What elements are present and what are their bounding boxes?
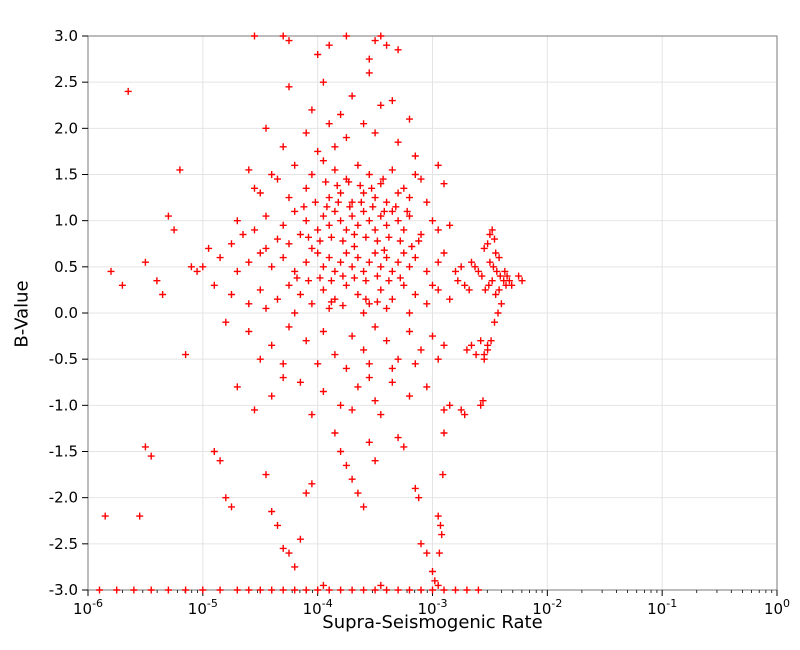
svg-text:10-6: 10-6	[73, 597, 103, 618]
x-axis-title: Supra-Seismogenic Rate	[322, 612, 543, 633]
svg-text:100: 100	[764, 597, 790, 618]
svg-text:10-3: 10-3	[417, 597, 447, 618]
svg-text:10-4: 10-4	[303, 597, 333, 618]
svg-text:0.5: 0.5	[54, 258, 78, 276]
svg-text:3.0: 3.0	[54, 27, 78, 45]
svg-text:1.0: 1.0	[54, 212, 78, 230]
svg-text:10-2: 10-2	[532, 597, 562, 618]
svg-text:-0.5: -0.5	[49, 350, 78, 368]
svg-text:-1.5: -1.5	[49, 443, 78, 461]
y-axis-title: B-Value	[11, 280, 33, 348]
svg-text:-1.0: -1.0	[49, 396, 78, 414]
svg-text:-2.0: -2.0	[49, 489, 78, 507]
svg-text:2.0: 2.0	[54, 119, 78, 137]
svg-text:1.5: 1.5	[54, 166, 78, 184]
scatter-points	[96, 32, 526, 594]
svg-text:0.0: 0.0	[54, 304, 78, 322]
svg-text:10-5: 10-5	[188, 597, 218, 618]
svg-text:10-1: 10-1	[647, 597, 677, 618]
svg-text:-3.0: -3.0	[49, 581, 78, 599]
svg-text:-2.5: -2.5	[49, 535, 78, 553]
svg-text:2.5: 2.5	[54, 73, 78, 91]
